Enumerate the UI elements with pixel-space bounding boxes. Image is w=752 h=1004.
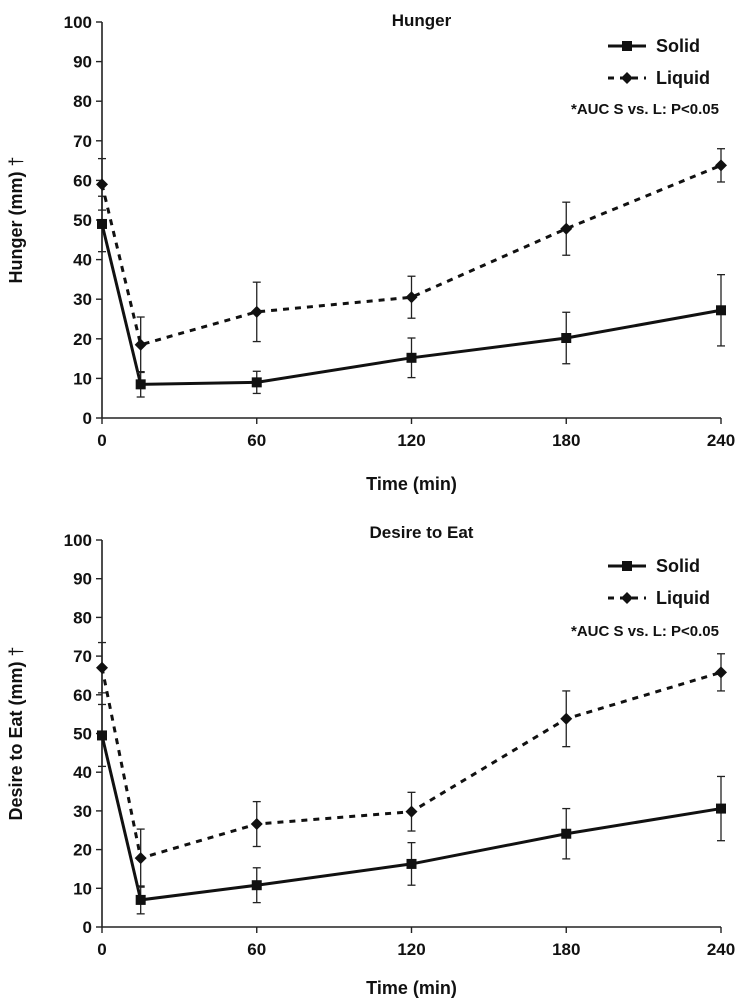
desire-to-eat-x-axis-title: Time (min) xyxy=(366,978,457,998)
hunger-liquid-legend-item: Liquid xyxy=(608,68,710,88)
hunger-solid-legend-label: Solid xyxy=(656,36,700,56)
hunger-liquid-point xyxy=(250,305,263,318)
hunger-title: Hunger xyxy=(392,11,452,30)
desire-to-eat-liquid-legend-marker xyxy=(621,592,633,604)
hunger-liquid-legend-label: Liquid xyxy=(656,68,710,88)
desire-to-eat-solid-legend-marker xyxy=(622,561,632,571)
hunger-y-tick-label: 0 xyxy=(83,409,92,428)
desire-to-eat-y-axis-title-text: Desire to Eat (mm) xyxy=(6,656,26,820)
hunger-liquid-line xyxy=(100,163,722,347)
hunger-y-axis-title: Hunger (mm) † xyxy=(6,156,26,283)
desire-to-eat-solid-legend-item: Solid xyxy=(608,556,700,576)
hunger-x-axis-title: Time (min) xyxy=(366,474,457,494)
hunger-annotation: *AUC S vs. L: P<0.05 xyxy=(571,101,719,118)
desire-to-eat-liquid-point xyxy=(96,661,108,674)
desire-to-eat-solid-point xyxy=(561,828,572,839)
hunger-y-tick-label: 40 xyxy=(73,251,92,270)
hunger-y-tick-label: 10 xyxy=(73,369,92,388)
hunger-solid-point xyxy=(716,305,726,316)
desire-to-eat-liquid-point xyxy=(250,818,263,831)
desire-to-eat-y-axis-title-dagger: † xyxy=(6,646,26,656)
desire-to-eat-y-tick-label: 70 xyxy=(73,647,92,666)
hunger-y-tick-label: 80 xyxy=(73,92,92,111)
desire-to-eat-solid-legend-label: Solid xyxy=(656,556,700,576)
desire-to-eat-solid-point xyxy=(406,858,417,869)
desire-to-eat-y-tick-label: 100 xyxy=(64,531,92,550)
hunger-solid-legend-marker xyxy=(622,41,632,51)
hunger-x-tick-label: 180 xyxy=(552,431,580,450)
hunger-y-tick-label: 90 xyxy=(73,53,92,72)
desire-to-eat-liquid-point xyxy=(715,666,727,679)
desire-to-eat-liquid-legend-label: Liquid xyxy=(656,588,710,608)
hunger-y-tick-label: 70 xyxy=(73,132,92,151)
hunger-liquid-point xyxy=(560,222,573,235)
desire-to-eat-y-tick-label: 40 xyxy=(73,763,92,782)
desire-to-eat-y-tick-label: 10 xyxy=(73,879,92,898)
hunger-liquid-point xyxy=(405,291,418,304)
hunger-y-tick-label: 30 xyxy=(73,290,92,309)
hunger-y-tick-label: 60 xyxy=(73,171,92,190)
hunger-liquid-legend-marker xyxy=(621,72,633,84)
hunger-y-tick-label: 50 xyxy=(73,211,92,230)
hunger-solid-point xyxy=(406,352,417,363)
hunger-liquid-point xyxy=(134,338,147,351)
desire-to-eat-x-tick-label: 120 xyxy=(397,940,425,959)
desire-to-eat-title: Desire to Eat xyxy=(370,523,474,542)
desire-to-eat-solid-point xyxy=(716,803,726,814)
desire-to-eat-x-tick-label: 0 xyxy=(97,940,106,959)
desire-to-eat-liquid-point xyxy=(134,852,147,865)
hunger-x-tick-label: 0 xyxy=(97,431,106,450)
hunger-y-axis-title-dagger: † xyxy=(6,156,26,166)
desire-to-eat-y-tick-label: 90 xyxy=(73,570,92,589)
desire-to-eat-liquid-legend-item: Liquid xyxy=(608,588,710,608)
desire-to-eat-y-tick-label: 80 xyxy=(73,608,92,627)
desire-to-eat-solid-point xyxy=(97,730,107,741)
desire-to-eat-y-tick-label: 50 xyxy=(73,725,92,744)
desire-to-eat-solid-line xyxy=(100,735,722,902)
hunger-x-tick-label: 120 xyxy=(397,431,425,450)
hunger-x-tick-label: 60 xyxy=(247,431,266,450)
desire-to-eat-annotation: *AUC S vs. L: P<0.05 xyxy=(571,623,719,640)
desire-to-eat-y-tick-label: 20 xyxy=(73,841,92,860)
hunger-liquid-point xyxy=(96,178,108,191)
hunger-solid-legend-item: Solid xyxy=(608,36,700,56)
desire-to-eat-y-tick-label: 30 xyxy=(73,802,92,821)
desire-to-eat-chart: 0 10 20 30 40 50 60 70 80 90 100 0 60 120 180 240 Desire… xyxy=(6,523,735,998)
hunger-solid-line xyxy=(100,223,722,386)
hunger-liquid-point xyxy=(715,159,727,172)
desire-to-eat-x-tick-label: 180 xyxy=(552,940,580,959)
hunger-solid-point xyxy=(97,218,107,229)
hunger-chart: 0 10 20 30 40 50 60 70 80 90 100 0 60 120 180 240 Hunger… xyxy=(6,11,735,494)
desire-to-eat-x-tick-label: 240 xyxy=(707,940,735,959)
desire-to-eat-y-tick-label: 0 xyxy=(83,918,92,937)
desire-to-eat-liquid-point xyxy=(405,805,418,818)
hunger-solid-point xyxy=(135,379,146,390)
hunger-solid-point xyxy=(251,377,262,388)
desire-to-eat-solid-point xyxy=(135,894,146,905)
desire-to-eat-liquid-point xyxy=(560,712,573,725)
desire-to-eat-liquid-line xyxy=(100,667,722,861)
hunger-y-tick-label: 20 xyxy=(73,330,92,349)
desire-to-eat-x-tick-label: 60 xyxy=(247,940,266,959)
hunger-solid-point xyxy=(561,333,572,344)
desire-to-eat-y-axis-title: Desire to Eat (mm) † xyxy=(6,646,26,820)
hunger-y-axis-title-text: Hunger (mm) xyxy=(6,167,26,284)
desire-to-eat-solid-point xyxy=(251,880,262,891)
hunger-y-tick-label: 100 xyxy=(64,13,92,32)
hunger-x-tick-label: 240 xyxy=(707,431,735,450)
desire-to-eat-y-tick-label: 60 xyxy=(73,686,92,705)
